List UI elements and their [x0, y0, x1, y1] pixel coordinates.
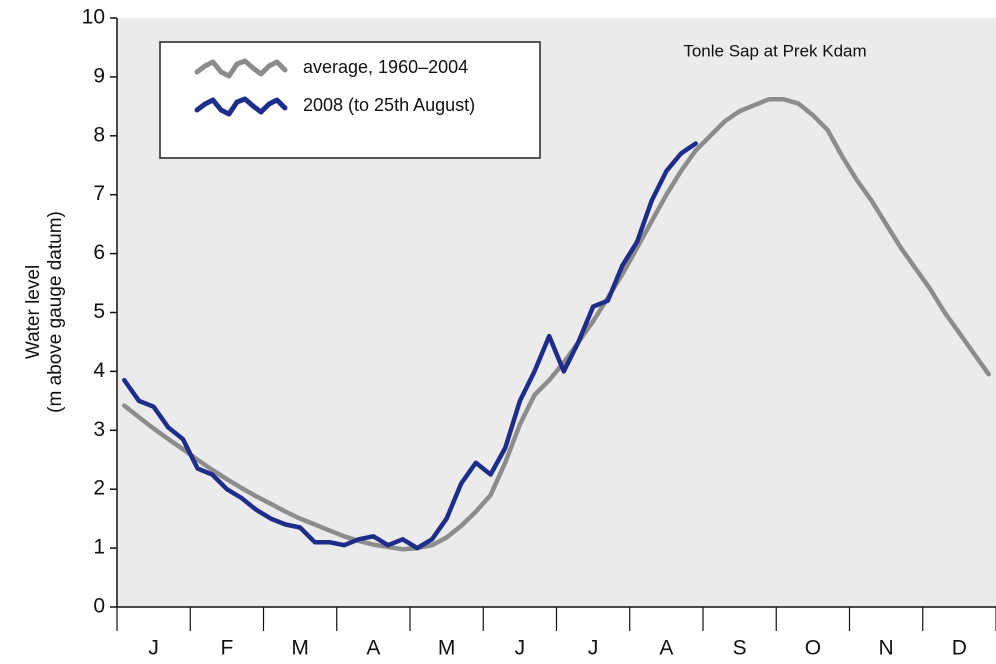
legend-box	[159, 41, 541, 159]
x-tick-label: A	[659, 637, 673, 660]
y-tick-label: 8	[93, 123, 105, 146]
x-tick-label: J	[588, 637, 599, 660]
x-tick-label: F	[220, 637, 233, 660]
x-tick-label: M	[291, 637, 309, 660]
y-tick-label: 3	[93, 418, 105, 441]
legend-label: average, 1960–2004	[303, 57, 468, 77]
y-tick-label: 9	[93, 64, 105, 87]
x-tick-label: S	[733, 637, 747, 660]
x-tick-label: D	[952, 637, 967, 660]
x-tick-label: A	[366, 637, 380, 660]
y-tick-label: 4	[93, 359, 105, 382]
legend-swatch	[194, 58, 288, 79]
y-tick-label: 6	[93, 241, 105, 264]
y-tick-label: 5	[93, 300, 105, 323]
x-tick-label: M	[438, 637, 456, 660]
y-tick-label: 0	[93, 595, 105, 618]
legend-label: 2008 (to 25th August)	[303, 95, 475, 115]
y-tick-label: 1	[93, 536, 105, 559]
x-tick-label: O	[805, 637, 821, 660]
series-line	[122, 141, 698, 551]
y-tick-label: 7	[93, 182, 105, 205]
annotation: Tonle Sap at Prek Kdam	[683, 41, 866, 60]
legend-swatch	[194, 96, 288, 117]
y-tick-label: 10	[82, 6, 105, 29]
y-axis-label: Water level	[23, 265, 44, 359]
x-tick-label: N	[879, 637, 894, 660]
x-tick-label: J	[515, 637, 526, 660]
y-tick-label: 2	[93, 477, 105, 500]
series-line	[122, 97, 991, 552]
y-axis-label: (m above gauge datum)	[45, 211, 66, 413]
x-tick-label: J	[148, 637, 159, 660]
